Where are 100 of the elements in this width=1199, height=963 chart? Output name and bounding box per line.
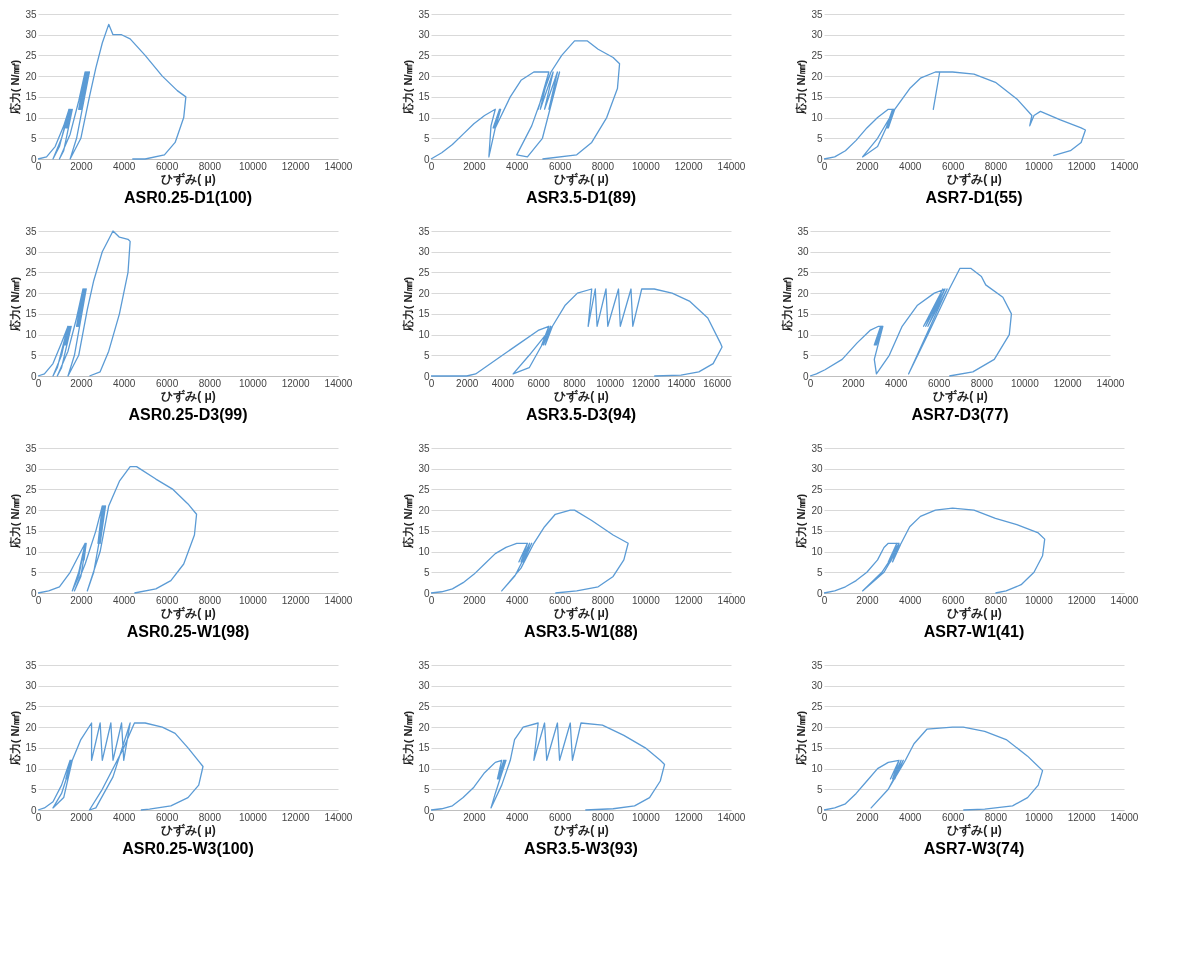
x-tick-label: 2000 — [70, 594, 93, 606]
y-tick-label: 5 — [30, 132, 37, 144]
line-series — [823, 726, 1044, 811]
y-axis-title: 応力( N/㎟) — [781, 276, 794, 333]
text: ASR0.25-W3(100) — [122, 840, 254, 857]
y-tick-label: 25 — [25, 700, 37, 712]
text: ASR7-D1(55) — [925, 189, 1023, 206]
y-tick-label: 25 — [418, 483, 430, 495]
y-tick-label: 25 — [418, 266, 430, 278]
x-tick-label: 2000 — [70, 377, 93, 389]
y-tick-label: 15 — [418, 91, 430, 103]
x-tick-label: 6000 — [155, 377, 179, 389]
x-tick-label: 10000 — [238, 160, 268, 172]
y-axis-title: 応力( N/㎟) — [402, 59, 415, 116]
y-tick-label: 35 — [797, 225, 809, 237]
x-tick-label: 2000 — [463, 160, 486, 172]
y-tick-label: 35 — [25, 8, 37, 20]
x-axis-title: ひずみ( μ) — [161, 388, 216, 403]
x-tick-label: 2000 — [70, 160, 93, 172]
y-tick-label: 5 — [802, 349, 809, 361]
x-tick-label: 10000 — [238, 377, 268, 389]
x-tick-label: 2000 — [463, 594, 486, 606]
x-tick-label: 6000 — [155, 160, 179, 172]
y-tick-label: 30 — [25, 29, 37, 41]
y-tick-label: 30 — [418, 680, 430, 692]
y-tick-label: 15 — [418, 742, 430, 754]
x-tick-label: 14000 — [324, 377, 353, 389]
x-tick-label: 2000 — [842, 377, 865, 389]
y-tick-label: 30 — [418, 463, 430, 475]
y-tick-label: 35 — [811, 442, 823, 454]
x-tick-label: 4000 — [506, 160, 529, 172]
y-tick-label: 15 — [811, 742, 823, 754]
y-tick-label: 30 — [25, 246, 37, 258]
x-tick-label: 8000 — [984, 811, 1008, 823]
y-tick-label: 10 — [797, 329, 809, 341]
y-tick-label: 30 — [25, 680, 37, 692]
y-tick-label: 25 — [811, 700, 823, 712]
y-tick-label: 20 — [25, 504, 37, 516]
y-tick-label: 20 — [797, 287, 809, 299]
y-tick-label: 20 — [811, 721, 823, 733]
y-tick-label: 15 — [418, 525, 430, 537]
x-tick-label: 14000 — [1110, 811, 1139, 823]
x-tick-label: 2000 — [856, 160, 879, 172]
x-tick-label: 4000 — [113, 811, 136, 823]
x-tick-label: 10000 — [1024, 811, 1054, 823]
line-series — [823, 71, 1087, 160]
line-series — [37, 465, 198, 594]
y-tick-label: 10 — [25, 329, 37, 341]
x-tick-label: 8000 — [984, 594, 1008, 606]
text: ASR0.25-D1(100) — [123, 189, 253, 206]
x-tick-label: 12000 — [1067, 160, 1096, 172]
line-series — [430, 40, 621, 160]
y-tick-label: 25 — [797, 266, 809, 278]
x-tick-label: 14000 — [324, 160, 353, 172]
y-tick-label: 15 — [811, 525, 823, 537]
x-tick-label: 2000 — [463, 811, 486, 823]
y-axis-title: 応力( N/㎟) — [795, 493, 808, 550]
x-tick-label: 8000 — [198, 594, 222, 606]
y-tick-label: 30 — [418, 246, 430, 258]
x-tick-label: 4000 — [899, 811, 922, 823]
y-tick-label: 35 — [418, 442, 430, 454]
y-tick-label: 10 — [418, 112, 430, 124]
y-tick-label: 35 — [811, 659, 823, 671]
y-tick-label: 35 — [25, 442, 37, 454]
y-tick-label: 30 — [811, 680, 823, 692]
y-tick-label: 20 — [418, 504, 430, 516]
x-tick-label: 12000 — [281, 160, 310, 172]
y-axis-title: 応力( N/㎟) — [402, 276, 415, 333]
y-tick-label: 5 — [423, 783, 430, 795]
text: ASR3.5-D1(89) — [525, 189, 637, 206]
x-tick-label: 10000 — [238, 811, 268, 823]
y-tick-label: 5 — [423, 132, 430, 144]
x-tick-label: 12000 — [1067, 811, 1096, 823]
y-tick-label: 35 — [25, 225, 37, 237]
y-tick-label: 10 — [811, 763, 823, 775]
x-tick-label: 14000 — [717, 594, 746, 606]
y-tick-label: 25 — [25, 483, 37, 495]
y-axis-title: 応力( N/㎟) — [9, 493, 22, 550]
line-series — [809, 267, 1013, 377]
x-tick-label: 6000 — [941, 811, 965, 823]
y-tick-label: 20 — [418, 70, 430, 82]
x-tick-label: 4000 — [899, 160, 922, 172]
x-tick-label: 10000 — [238, 594, 268, 606]
x-tick-label: 6000 — [548, 594, 572, 606]
x-tick-label: 2000 — [456, 377, 479, 389]
y-axis-title: 応力( N/㎟) — [795, 59, 808, 116]
x-tick-label: 10000 — [1024, 160, 1054, 172]
y-tick-label: 25 — [811, 483, 823, 495]
y-tick-label: 30 — [25, 463, 37, 475]
y-tick-label: 25 — [418, 700, 430, 712]
y-tick-label: 5 — [30, 566, 37, 578]
y-tick-label: 15 — [25, 308, 37, 320]
x-tick-label: 6000 — [548, 160, 572, 172]
y-tick-label: 5 — [816, 566, 823, 578]
y-tick-label: 5 — [423, 566, 430, 578]
text: ASR3.5-W1(88) — [524, 623, 638, 640]
x-tick-label: 4000 — [113, 377, 136, 389]
x-axis-title: ひずみ( μ) — [161, 171, 216, 186]
x-tick-label: 6000 — [155, 594, 179, 606]
y-tick-label: 25 — [418, 49, 430, 61]
